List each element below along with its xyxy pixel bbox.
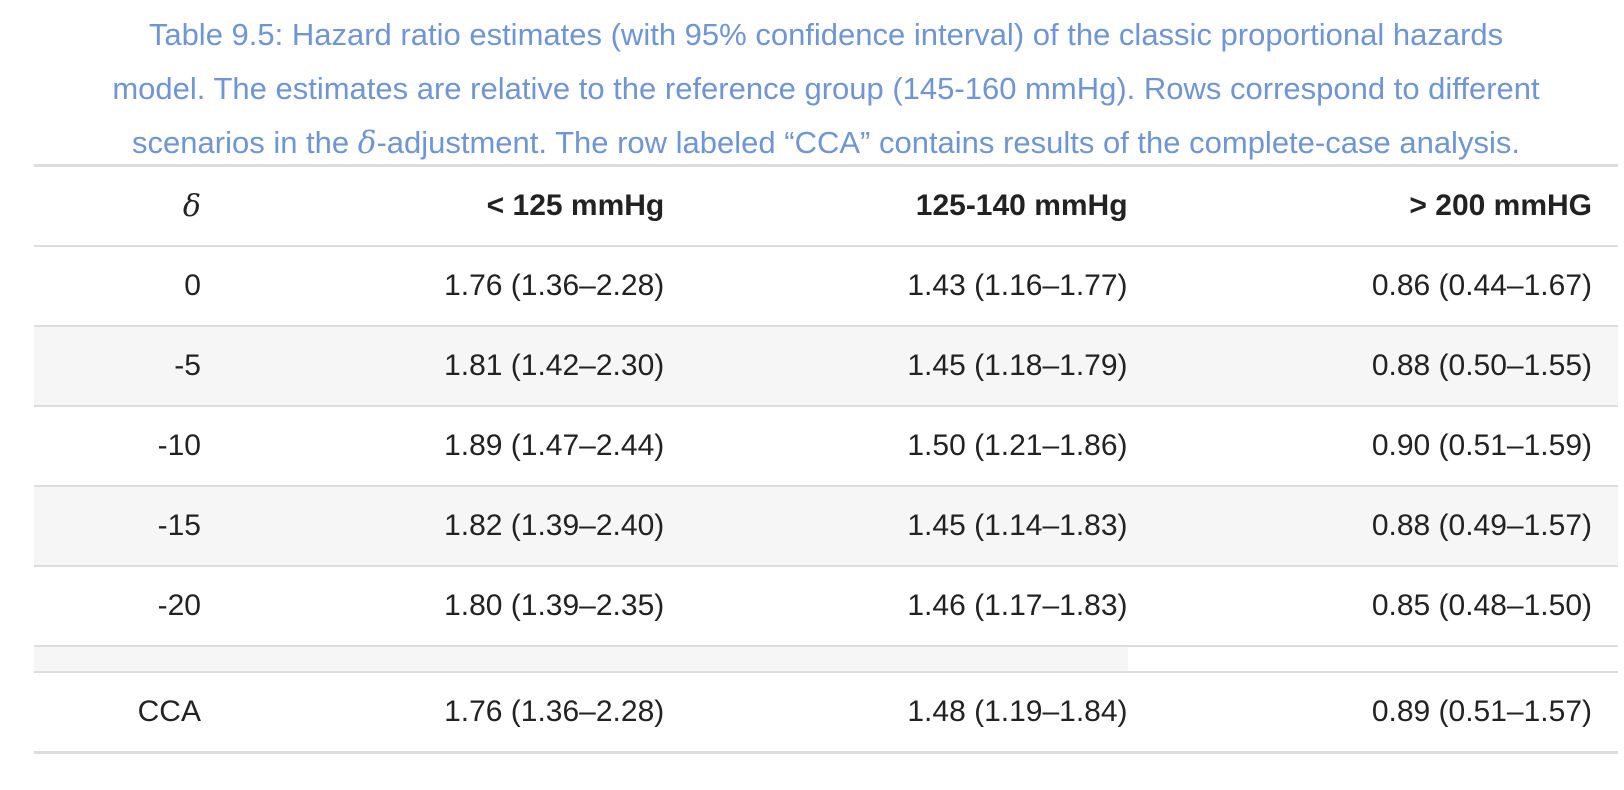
spacer-cell [664, 646, 1128, 673]
caption-line-1: Table 9.5: Hazard ratio estimates (with … [148, 17, 1504, 52]
caption-line-3-post: -adjustment. The row labeled “CCA” conta… [376, 125, 1520, 160]
hazard-ratio-table: δ < 125 mmHg 125-140 mmHg > 200 mmHG 0 1… [34, 164, 1618, 754]
table-row: -15 1.82 (1.39–2.40) 1.45 (1.14–1.83) 0.… [34, 486, 1618, 567]
cell-below-125: 1.76 (1.36–2.28) [200, 672, 665, 754]
cell-above-200: 0.86 (0.44–1.67) [1127, 246, 1618, 327]
delta-cell: 0 [34, 246, 201, 327]
cell-above-200: 0.89 (0.51–1.57) [1127, 672, 1618, 754]
cell-below-125: 1.89 (1.47–2.44) [200, 406, 665, 487]
delta-cell: -5 [34, 326, 201, 407]
cell-125-140: 1.43 (1.16–1.77) [664, 246, 1128, 327]
delta-cell: -20 [34, 566, 201, 647]
header-above-200: > 200 mmHG [1409, 189, 1592, 222]
cell-125-140: 1.46 (1.17–1.83) [664, 566, 1128, 647]
cell-above-200: 0.88 (0.50–1.55) [1127, 326, 1618, 407]
table-row: -20 1.80 (1.39–2.35) 1.46 (1.17–1.83) 0.… [34, 566, 1618, 647]
spacer-cell [200, 646, 665, 673]
cell-below-125: 1.81 (1.42–2.30) [200, 326, 665, 407]
caption-line-3-pre: scenarios in the [132, 125, 358, 160]
caption-line-2: model. The estimates are relative to the… [112, 71, 1540, 106]
delta-cell: -10 [34, 406, 201, 487]
header-125-140: 125-140 mmHg [915, 189, 1128, 222]
table-row: 0 1.76 (1.36–2.28) 1.43 (1.16–1.77) 0.86… [34, 246, 1618, 327]
spacer-cell [34, 646, 201, 673]
cell-125-140: 1.50 (1.21–1.86) [664, 406, 1128, 487]
cell-above-200: 0.90 (0.51–1.59) [1127, 406, 1618, 487]
cca-row: CCA 1.76 (1.36–2.28) 1.48 (1.19–1.84) 0.… [34, 672, 1618, 754]
cca-label-cell: CCA [34, 672, 201, 754]
results-table: δ < 125 mmHg 125-140 mmHg > 200 mmHG 0 1… [34, 164, 1618, 754]
table-row: -5 1.81 (1.42–2.30) 1.45 (1.18–1.79) 0.8… [34, 326, 1618, 407]
spacer-cell [1127, 646, 1618, 673]
header-below-125: < 125 mmHg [486, 189, 665, 222]
cell-below-125: 1.76 (1.36–2.28) [200, 246, 665, 327]
caption-line-3: scenarios in the δ-adjustment. The row l… [34, 116, 1618, 170]
cell-below-125: 1.80 (1.39–2.35) [200, 566, 665, 647]
cell-125-140: 1.48 (1.19–1.84) [664, 672, 1128, 754]
cell-above-200: 0.85 (0.48–1.50) [1127, 566, 1618, 647]
header-delta: δ [182, 188, 201, 224]
header-row: δ < 125 mmHg 125-140 mmHg > 200 mmHG [34, 165, 1618, 246]
table-row: -10 1.89 (1.47–2.44) 1.50 (1.21–1.86) 0.… [34, 406, 1618, 487]
cell-125-140: 1.45 (1.14–1.83) [664, 486, 1128, 567]
delta-cell: -15 [34, 486, 201, 567]
table-caption: Table 9.5: Hazard ratio estimates (with … [34, 8, 1618, 170]
cell-below-125: 1.82 (1.39–2.40) [200, 486, 665, 567]
cell-above-200: 0.88 (0.49–1.57) [1127, 486, 1618, 567]
delta-symbol: δ [357, 125, 377, 161]
cell-125-140: 1.45 (1.18–1.79) [664, 326, 1128, 407]
spacer-row [34, 646, 1618, 673]
